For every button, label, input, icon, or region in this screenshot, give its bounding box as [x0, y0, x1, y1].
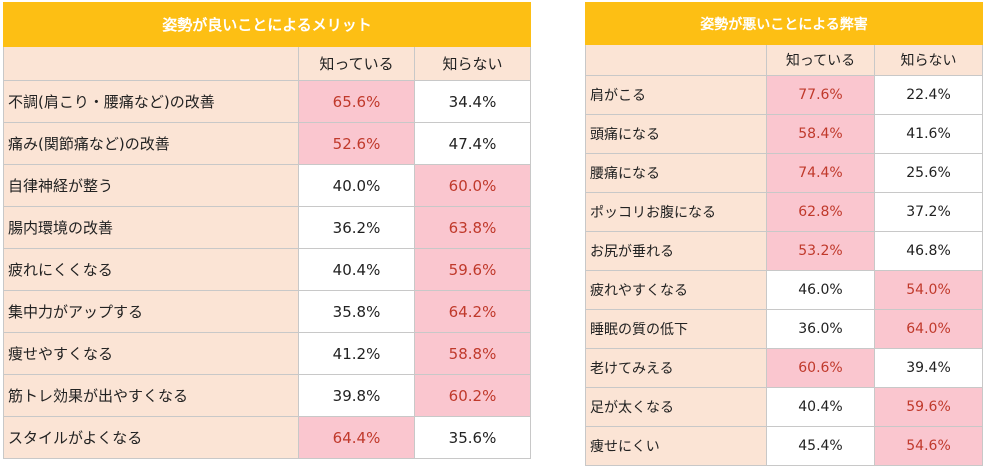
- row-label: 痩せやすくなる: [3, 332, 299, 375]
- table-row: 自律神経が整う 40.0% 60.0%: [3, 164, 531, 207]
- know-value-cell: 65.6%: [298, 80, 415, 123]
- know-value-cell: 40.4%: [298, 248, 415, 291]
- row-label: 腰痛になる: [585, 153, 767, 193]
- dont-know-value-cell: 47.4%: [414, 122, 531, 165]
- table-row: 睡眠の質の低下 36.0% 64.0%: [585, 309, 984, 349]
- table-row: 不調(肩こり・腰痛など)の改善 65.6% 34.4%: [3, 80, 531, 123]
- know-value-cell: 74.4%: [766, 153, 875, 193]
- dont-know-value-cell: 39.4%: [873, 348, 984, 388]
- dont-know-value-cell: 25.6%: [873, 153, 984, 193]
- dont-know-value-cell: 37.2%: [873, 192, 984, 232]
- row-label: 足が太くなる: [585, 387, 767, 427]
- dont-know-value-cell: 34.4%: [414, 80, 531, 123]
- row-label: お尻が垂れる: [585, 231, 767, 271]
- row-label: 腸内環境の改善: [3, 206, 299, 249]
- row-label: 老けてみえる: [585, 348, 767, 388]
- know-value-cell: 77.6%: [766, 75, 875, 115]
- row-label: 肩がこる: [585, 75, 767, 115]
- column-header-dont-know: 知らない: [873, 44, 984, 76]
- dont-know-value-cell: 59.6%: [873, 387, 984, 427]
- dont-know-value-cell: 35.6%: [414, 416, 531, 459]
- dont-know-value-cell: 63.8%: [414, 206, 531, 249]
- dont-know-value-cell: 41.6%: [873, 114, 984, 154]
- know-value-cell: 39.8%: [298, 374, 415, 417]
- know-value-cell: 58.4%: [766, 114, 875, 154]
- merit-table-title: 姿勢が良いことによるメリット: [3, 2, 531, 47]
- row-label: 不調(肩こり・腰痛など)の改善: [3, 80, 299, 123]
- row-label: 集中力がアップする: [3, 290, 299, 333]
- know-value-cell: 35.8%: [298, 290, 415, 333]
- dont-know-value-cell: 54.6%: [873, 426, 984, 466]
- column-header-know: 知っている: [298, 46, 415, 81]
- table-row: 肩がこる 77.6% 22.4%: [585, 75, 984, 115]
- table-row: 痩せやすくなる 41.2% 58.8%: [3, 332, 531, 375]
- table-row: スタイルがよくなる 64.4% 35.6%: [3, 416, 531, 459]
- row-label: 疲れやすくなる: [585, 270, 767, 310]
- dont-know-value-cell: 58.8%: [414, 332, 531, 375]
- table-row: 頭痛になる 58.4% 41.6%: [585, 114, 984, 154]
- merit-table-body: 不調(肩こり・腰痛など)の改善 65.6% 34.4% 痛み(関節痛など)の改善 52.…: [3, 80, 531, 459]
- harm-table-body: 肩がこる 77.6% 22.4% 頭痛になる 58.4% 41.6% 腰痛になる 74.4% 2…: [585, 75, 984, 466]
- know-value-cell: 40.4%: [766, 387, 875, 427]
- know-value-cell: 36.2%: [298, 206, 415, 249]
- column-header-know: 知っている: [766, 44, 875, 76]
- know-value-cell: 36.0%: [766, 309, 875, 349]
- table-row: 老けてみえる 60.6% 39.4%: [585, 348, 984, 388]
- table-row: 痩せにくい 45.4% 54.6%: [585, 426, 984, 466]
- table-row: 集中力がアップする 35.8% 64.2%: [3, 290, 531, 333]
- row-label: 痛み(関節痛など)の改善: [3, 122, 299, 165]
- row-label: ポッコリお腹になる: [585, 192, 767, 232]
- dont-know-value-cell: 60.0%: [414, 164, 531, 207]
- row-label: 睡眠の質の低下: [585, 309, 767, 349]
- table-row: 足が太くなる 40.4% 59.6%: [585, 387, 984, 427]
- dont-know-value-cell: 60.2%: [414, 374, 531, 417]
- dont-know-value-cell: 22.4%: [873, 75, 984, 115]
- know-value-cell: 60.6%: [766, 348, 875, 388]
- row-label: 自律神経が整う: [3, 164, 299, 207]
- know-value-cell: 41.2%: [298, 332, 415, 375]
- row-label: 筋トレ効果が出やすくなる: [3, 374, 299, 417]
- table-row: 疲れにくくなる 40.4% 59.6%: [3, 248, 531, 291]
- header-blank-cell: [585, 44, 767, 76]
- know-value-cell: 64.4%: [298, 416, 415, 459]
- row-label: 痩せにくい: [585, 426, 767, 466]
- know-value-cell: 45.4%: [766, 426, 875, 466]
- table-row: 痛み(関節痛など)の改善 52.6% 47.4%: [3, 122, 531, 165]
- table-row: 筋トレ効果が出やすくなる 39.8% 60.2%: [3, 374, 531, 417]
- table-row: 腰痛になる 74.4% 25.6%: [585, 153, 984, 193]
- harm-table-title: 姿勢が悪いことによる弊害: [584, 2, 984, 45]
- know-value-cell: 53.2%: [766, 231, 875, 271]
- table-row: 疲れやすくなる 46.0% 54.0%: [585, 270, 984, 310]
- know-value-cell: 40.0%: [298, 164, 415, 207]
- table-row: お尻が垂れる 53.2% 46.8%: [585, 231, 984, 271]
- know-value-cell: 62.8%: [766, 192, 875, 232]
- dont-know-value-cell: 64.2%: [414, 290, 531, 333]
- column-header-dont-know: 知らない: [414, 46, 531, 81]
- dont-know-value-cell: 59.6%: [414, 248, 531, 291]
- know-value-cell: 46.0%: [766, 270, 875, 310]
- table-row: 腸内環境の改善 36.2% 63.8%: [3, 206, 531, 249]
- dont-know-value-cell: 46.8%: [873, 231, 984, 271]
- dont-know-value-cell: 54.0%: [873, 270, 984, 310]
- know-value-cell: 52.6%: [298, 122, 415, 165]
- row-label: 頭痛になる: [585, 114, 767, 154]
- table-row: ポッコリお腹になる 62.8% 37.2%: [585, 192, 984, 232]
- harm-table: 姿勢が悪いことによる弊害 知っている 知らない 肩がこる 77.6% 22.4% 頭痛…: [584, 2, 984, 466]
- merit-table: 姿勢が良いことによるメリット 知っている 知らない 不調(肩こり・腰痛など)の改…: [3, 2, 531, 459]
- row-label: スタイルがよくなる: [3, 416, 299, 459]
- dont-know-value-cell: 64.0%: [873, 309, 984, 349]
- header-blank-cell: [3, 46, 299, 81]
- row-label: 疲れにくくなる: [3, 248, 299, 291]
